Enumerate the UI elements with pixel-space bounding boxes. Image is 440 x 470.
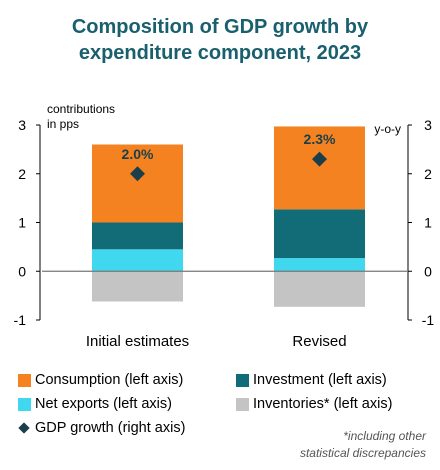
category-label: Revised — [292, 333, 346, 350]
left-axis-label: contributions — [47, 102, 115, 116]
bar-inventories — [92, 271, 183, 302]
legend-item-investment: Investment (left axis) — [236, 372, 387, 388]
right-tick-label: 2 — [424, 166, 432, 182]
left-tick-label: 3 — [18, 117, 26, 133]
chart-title: Composition of GDP growth by expenditure… — [0, 14, 440, 66]
category-label: Initial estimates — [86, 333, 189, 350]
right-axis-label: y-o-y — [374, 122, 401, 136]
diamond-marker-icon — [18, 422, 30, 434]
right-tick-label: 3 — [424, 117, 432, 133]
gdp-growth-marker — [130, 166, 145, 182]
legend-swatch-consumption — [18, 373, 31, 387]
bar-consumption — [92, 144, 183, 223]
right-tick-label: 0 — [424, 263, 432, 279]
legend-label-gdp-growth: GDP growth (right axis) — [35, 420, 186, 436]
legend-swatch-investment — [236, 373, 249, 387]
chart-title-line2: expenditure component, 2023 — [78, 42, 362, 64]
legend-label-investment: Investment (left axis) — [253, 372, 387, 388]
gdp-growth-marker — [312, 151, 327, 167]
right-tick-label: -1 — [422, 312, 435, 328]
bar-net-exports — [274, 258, 365, 272]
gdp-growth-label: 2.0% — [122, 146, 154, 162]
bar-investment — [92, 222, 183, 250]
bar-investment — [274, 209, 365, 259]
legend-swatch-inventories — [236, 397, 249, 411]
footnote: *including other statistical discrepanci… — [300, 428, 426, 462]
chart-title-line1: Composition of GDP growth by — [71, 16, 369, 38]
right-tick-label: 1 — [424, 215, 432, 231]
legend-label-consumption: Consumption (left axis) — [35, 372, 184, 388]
legend-item-inventories: Inventories* (left axis) — [236, 396, 392, 412]
footnote-line2: statistical discrepancies — [299, 446, 426, 460]
footnote-line1: *including other — [343, 429, 426, 443]
legend-swatch-net-exports — [18, 397, 31, 411]
left-tick-label: -1 — [14, 312, 27, 328]
gdp-growth-label: 2.3% — [304, 131, 336, 147]
left-tick-label: 2 — [18, 166, 26, 182]
left-tick-label: 1 — [18, 215, 26, 231]
legend-item-consumption: Consumption (left axis) — [18, 372, 236, 388]
legend: Consumption (left axis) Investment (left… — [18, 368, 438, 440]
bar-inventories — [274, 271, 365, 307]
left-tick-label: 0 — [18, 263, 26, 279]
left-axis-label: in pps — [47, 117, 79, 131]
bar-net-exports — [92, 249, 183, 272]
legend-item-net-exports: Net exports (left axis) — [18, 396, 236, 412]
legend-label-net-exports: Net exports (left axis) — [35, 396, 172, 412]
bar-consumption — [274, 126, 365, 210]
legend-item-gdp-growth: GDP growth (right axis) — [18, 420, 185, 436]
legend-label-inventories: Inventories* (left axis) — [253, 396, 393, 412]
